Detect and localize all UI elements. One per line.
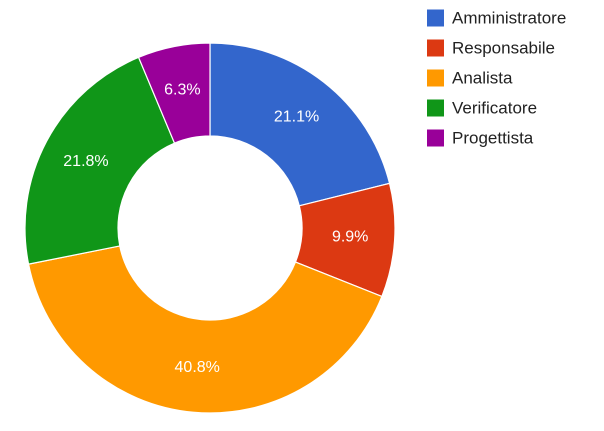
slice-analista[interactable] <box>27 245 383 414</box>
legend: Amministratore Responsabile Analista Verifi… <box>427 8 566 147</box>
slice-labels-layer: 21.1% 9.9% 40.8% 21.8% 6.3% <box>63 81 368 376</box>
slices-layer <box>24 42 396 414</box>
legend-swatch-progettista <box>427 129 444 147</box>
slice-label-amministratore: 21.1% <box>274 109 319 126</box>
legend-swatch-verificatore <box>427 99 444 117</box>
legend-item-verificatore[interactable]: Verificatore <box>427 98 537 117</box>
slice-label-responsabile: 9.9% <box>332 229 368 246</box>
slice-label-analista: 40.8% <box>175 359 220 376</box>
slice-progettista[interactable] <box>137 42 211 144</box>
legend-item-amministratore[interactable]: Amministratore <box>427 8 566 27</box>
legend-item-analista[interactable]: Analista <box>427 68 513 87</box>
legend-label-responsabile: Responsabile <box>452 38 555 57</box>
legend-label-progettista: Progettista <box>452 128 534 147</box>
legend-swatch-amministratore <box>427 9 444 27</box>
slice-verificatore[interactable] <box>24 56 176 265</box>
legend-swatch-analista <box>427 69 444 87</box>
slice-label-verificatore: 21.8% <box>63 153 108 170</box>
legend-label-amministratore: Amministratore <box>452 8 566 27</box>
slice-amministratore[interactable] <box>209 42 391 207</box>
legend-label-verificatore: Verificatore <box>452 98 537 117</box>
legend-item-progettista[interactable]: Progettista <box>427 128 534 147</box>
legend-swatch-responsabile <box>427 39 444 57</box>
legend-item-responsabile[interactable]: Responsabile <box>427 38 555 57</box>
legend-label-analista: Analista <box>452 68 513 87</box>
slice-label-progettista: 6.3% <box>164 81 200 98</box>
